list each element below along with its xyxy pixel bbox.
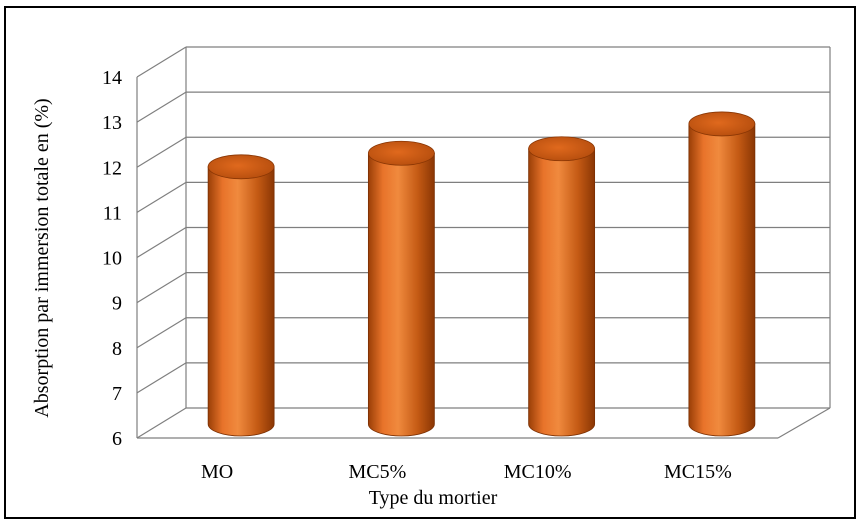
y-tick-label: 8	[112, 338, 122, 360]
chart-bars	[207, 111, 756, 437]
y-tick-label: 9	[112, 293, 122, 315]
y-tick-label: 11	[103, 202, 122, 224]
bar	[528, 136, 596, 437]
bar	[207, 154, 275, 437]
y-tick-label: 12	[102, 157, 122, 179]
x-axis-title: Type du mortier	[369, 487, 498, 509]
y-tick-label: 6	[112, 428, 122, 450]
y-tick-label: 10	[102, 248, 122, 270]
y-tick-label: 13	[102, 112, 122, 134]
y-tick-label: 7	[112, 383, 122, 405]
gridline	[136, 46, 830, 78]
x-tick-label: MO	[201, 461, 233, 483]
y-tick-label: 14	[102, 67, 122, 89]
y-axis-title: Absorption par immersion totale en (%)	[31, 98, 53, 417]
bar	[367, 140, 435, 437]
chart-axes	[136, 47, 831, 439]
gridline	[136, 91, 830, 123]
x-tick-label: MC5%	[348, 461, 406, 483]
floor-right-edge	[777, 407, 831, 439]
bar	[688, 111, 756, 437]
x-tick-label: MC15%	[664, 461, 732, 483]
chart-labels: 6 7 8 9 10 11 12 13 14 MO MC5% MC10% MC15%	[102, 67, 732, 483]
x-tick-label: MC10%	[504, 461, 572, 483]
